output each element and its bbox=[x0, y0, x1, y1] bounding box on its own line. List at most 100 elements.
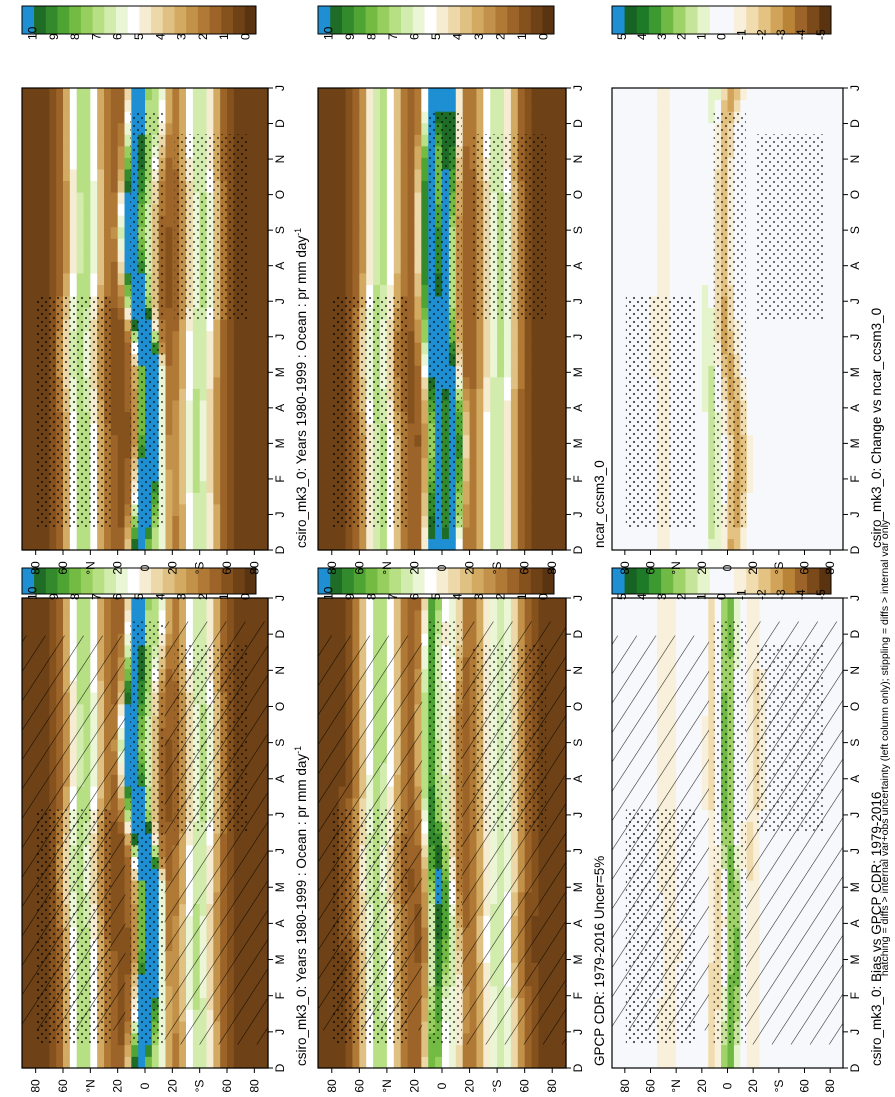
heatmap-cell bbox=[110, 434, 119, 447]
heatmap-cell bbox=[165, 295, 173, 309]
heatmap-cell bbox=[192, 88, 201, 101]
heatmap-cell bbox=[227, 88, 235, 101]
colorbar-swatch bbox=[447, 568, 460, 594]
heatmap-cell bbox=[172, 319, 180, 332]
y-tick-label: °S bbox=[490, 1080, 504, 1093]
heatmap-cell bbox=[110, 399, 119, 412]
heatmap-cell bbox=[35, 538, 44, 551]
colorbar-p3: 10 9 8 7 6 5 4 3 2 1 0 bbox=[317, 567, 555, 600]
heatmap-cell bbox=[247, 434, 255, 447]
heatmap-cell bbox=[331, 1056, 340, 1069]
heatmap-cell bbox=[76, 538, 85, 551]
heatmap-cell bbox=[117, 191, 126, 205]
heatmap-cell bbox=[117, 376, 126, 389]
heatmap-cell bbox=[179, 411, 187, 424]
heatmap-cell bbox=[421, 880, 429, 893]
heatmap-cell bbox=[76, 1044, 85, 1057]
heatmap-cell bbox=[324, 609, 333, 623]
colorbar-label: 8 bbox=[365, 593, 379, 600]
x-tick-label: J bbox=[571, 1029, 585, 1035]
heatmap-cell bbox=[213, 538, 221, 551]
heatmap-cell bbox=[199, 319, 208, 332]
heatmap-cell bbox=[199, 388, 208, 401]
heatmap-cell bbox=[352, 1044, 360, 1057]
heatmap-cell bbox=[124, 609, 132, 623]
heatmap-cell bbox=[22, 399, 30, 412]
heatmap-cell bbox=[172, 376, 180, 389]
heatmap-cell bbox=[90, 609, 98, 623]
heatmap-cell bbox=[455, 526, 464, 540]
heatmap-cell bbox=[538, 480, 546, 493]
heatmap-cell bbox=[124, 997, 132, 1010]
heatmap-cell bbox=[199, 457, 208, 470]
heatmap-cell bbox=[213, 480, 221, 493]
heatmap-cell bbox=[428, 1044, 436, 1057]
heatmap-cell bbox=[172, 388, 180, 401]
heatmap-cell bbox=[165, 122, 173, 135]
heatmap-cell bbox=[338, 598, 347, 611]
heatmap-cell bbox=[199, 598, 208, 611]
colorbar-swatch bbox=[506, 568, 519, 594]
heatmap-cell bbox=[117, 388, 126, 401]
heatmap-cell bbox=[165, 307, 173, 320]
colorbar-swatch bbox=[162, 6, 175, 34]
heatmap-cell bbox=[206, 515, 214, 528]
heatmap-cell bbox=[124, 88, 132, 101]
heatmap-cell bbox=[559, 598, 567, 611]
heatmap-cell bbox=[90, 272, 98, 285]
heatmap-cell bbox=[254, 145, 262, 158]
stipple-overlay-north bbox=[332, 809, 408, 1045]
heatmap-cell bbox=[247, 457, 255, 470]
heatmap-cell bbox=[227, 538, 235, 551]
heatmap-cell bbox=[124, 261, 132, 274]
heatmap-cell bbox=[247, 215, 255, 228]
heatmap-cell bbox=[247, 365, 255, 378]
heatmap-cell bbox=[131, 598, 139, 611]
heatmap-cell bbox=[199, 353, 208, 366]
heatmap-cell bbox=[524, 515, 533, 528]
heatmap-cell bbox=[421, 962, 429, 975]
heatmap-cell bbox=[517, 446, 526, 459]
heatmap-cell bbox=[124, 621, 132, 634]
heatmap-cell bbox=[117, 88, 126, 101]
heatmap-cell bbox=[428, 538, 436, 551]
heatmap-cell bbox=[165, 598, 173, 611]
heatmap-cell bbox=[124, 1056, 132, 1069]
heatmap-cell bbox=[213, 111, 221, 124]
colorbar-swatch bbox=[45, 6, 58, 34]
heatmap-cell bbox=[56, 1056, 64, 1069]
heatmap-cell bbox=[69, 226, 78, 239]
colorbar-swatch bbox=[436, 568, 449, 594]
heatmap-cell bbox=[240, 319, 249, 332]
heatmap-cell bbox=[110, 457, 119, 470]
heatmap-cell bbox=[192, 330, 201, 343]
heatmap-cell bbox=[206, 538, 214, 551]
heatmap-cell bbox=[247, 111, 255, 124]
heatmap-cell bbox=[510, 469, 519, 482]
heatmap-cell bbox=[124, 1009, 132, 1022]
heatmap-cell bbox=[220, 446, 228, 459]
heatmap-cell bbox=[172, 609, 180, 623]
heatmap-cell bbox=[227, 111, 235, 124]
heatmap-cell bbox=[117, 295, 126, 309]
heatmap-cell bbox=[49, 215, 57, 228]
heatmap-cell bbox=[254, 99, 262, 112]
colorbar-swatch bbox=[22, 6, 35, 34]
heatmap-cell bbox=[124, 180, 132, 193]
colorbar-swatch bbox=[57, 6, 70, 34]
heatmap-cell bbox=[172, 353, 180, 366]
heatmap-cell bbox=[483, 457, 491, 470]
heatmap-cell bbox=[76, 157, 85, 170]
heatmap-cell bbox=[421, 997, 429, 1010]
heatmap-cell bbox=[324, 457, 333, 470]
heatmap-cell bbox=[117, 261, 126, 274]
heatmap-cell bbox=[179, 1056, 187, 1069]
heatmap-cell bbox=[220, 492, 228, 505]
heatmap-cell bbox=[124, 238, 132, 251]
heatmap-cell bbox=[76, 226, 85, 239]
heatmap-cell bbox=[22, 446, 30, 459]
heatmap-cell bbox=[165, 226, 173, 239]
heatmap-cell bbox=[22, 480, 30, 493]
heatmap-cell bbox=[117, 411, 126, 424]
heatmap-cell bbox=[476, 538, 484, 551]
